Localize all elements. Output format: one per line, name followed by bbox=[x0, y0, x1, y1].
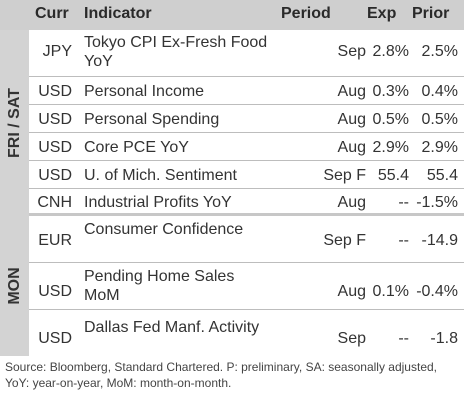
cell-prior: -0.4% bbox=[416, 283, 458, 300]
table-row: USD Personal Income Aug 0.3% 0.4% bbox=[29, 77, 464, 105]
cell-indicator: Tokyo CPI Ex-Fresh Food YoY bbox=[84, 34, 268, 70]
cell-indicator: Consumer Confidence bbox=[84, 221, 244, 238]
cell-curr: USD bbox=[38, 111, 72, 128]
cell-period: Aug bbox=[337, 111, 366, 128]
table-row: USD Core PCE YoY Aug 2.9% 2.9% bbox=[29, 133, 464, 161]
group-label-fri-sat: FRI / SAT bbox=[5, 88, 23, 158]
cell-curr: EUR bbox=[38, 232, 72, 249]
header-row: Curr Indicator Period Exp Prior bbox=[0, 0, 464, 30]
cell-curr: CNH bbox=[37, 194, 72, 211]
cell-period: Sep F bbox=[323, 232, 366, 249]
cell-exp: 55.4 bbox=[377, 167, 409, 184]
cell-exp: 2.9% bbox=[372, 139, 409, 156]
table-row: USD Pending Home Sales MoM Aug 0.1% -0.4… bbox=[29, 263, 464, 310]
cell-exp: 2.8% bbox=[372, 43, 409, 60]
table-row: USD U. of Mich. Sentiment Sep F 55.4 55.… bbox=[29, 161, 464, 189]
cell-exp: 0.1% bbox=[372, 283, 409, 300]
cell-indicator: U. of Mich. Sentiment bbox=[84, 167, 237, 184]
cell-period: Sep bbox=[337, 43, 366, 60]
source-note: Source: Bloomberg, Standard Chartered. P… bbox=[5, 360, 437, 390]
group-fri-sat: FRI / SAT bbox=[0, 30, 29, 216]
cell-period: Aug bbox=[337, 194, 366, 211]
header-indicator: Indicator bbox=[84, 5, 152, 22]
cell-indicator: Personal Spending bbox=[84, 111, 220, 128]
cell-curr: USD bbox=[38, 139, 72, 156]
cell-curr: USD bbox=[38, 283, 72, 300]
group-label-mon: MON bbox=[5, 267, 23, 305]
table-row: EUR Consumer Confidence Sep F -- -14.9 bbox=[29, 216, 464, 263]
cell-prior: 55.4 bbox=[426, 167, 458, 184]
cell-period: Aug bbox=[337, 283, 366, 300]
cell-prior: -14.9 bbox=[421, 232, 458, 249]
cell-period: Aug bbox=[337, 83, 366, 100]
cell-indicator: Industrial Profits YoY bbox=[84, 194, 232, 211]
table-row: USD Dallas Fed Manf. Activity Sep -- -1.… bbox=[29, 310, 464, 356]
cell-exp: -- bbox=[398, 232, 409, 249]
cell-exp: -- bbox=[398, 330, 409, 347]
header-period: Period bbox=[281, 5, 331, 22]
table-row: USD Personal Spending Aug 0.5% 0.5% bbox=[29, 105, 464, 133]
cell-period: Sep F bbox=[323, 167, 366, 184]
cell-curr: JPY bbox=[42, 43, 72, 60]
cell-exp: 0.3% bbox=[372, 83, 409, 100]
cell-indicator: Personal Income bbox=[84, 83, 205, 100]
header-prior: Prior bbox=[412, 5, 450, 22]
table-row: CNH Industrial Profits YoY Aug -- -1.5% bbox=[29, 189, 464, 216]
table-row: JPY Tokyo CPI Ex-Fresh Food YoY Sep 2.8%… bbox=[29, 30, 464, 77]
header-exp: Exp bbox=[367, 5, 397, 22]
cell-prior: 0.5% bbox=[421, 111, 458, 128]
cell-prior: -1.5% bbox=[416, 194, 458, 211]
cell-exp: 0.5% bbox=[372, 111, 409, 128]
cell-indicator: Dallas Fed Manf. Activity bbox=[84, 319, 260, 336]
cell-curr: USD bbox=[38, 83, 72, 100]
cell-prior: -1.8 bbox=[430, 330, 458, 347]
cell-exp: -- bbox=[398, 194, 409, 211]
cell-prior: 2.5% bbox=[421, 43, 458, 60]
cell-indicator: Pending Home Sales MoM bbox=[84, 268, 235, 304]
group-mon: MON bbox=[0, 216, 29, 356]
cell-period: Sep bbox=[337, 330, 366, 347]
cell-curr: USD bbox=[38, 167, 72, 184]
cell-prior: 0.4% bbox=[421, 83, 458, 100]
cell-period: Aug bbox=[337, 139, 366, 156]
cell-indicator: Core PCE YoY bbox=[84, 139, 189, 156]
cell-curr: USD bbox=[38, 330, 72, 347]
header-curr: Curr bbox=[35, 5, 69, 22]
cell-prior: 2.9% bbox=[421, 139, 458, 156]
